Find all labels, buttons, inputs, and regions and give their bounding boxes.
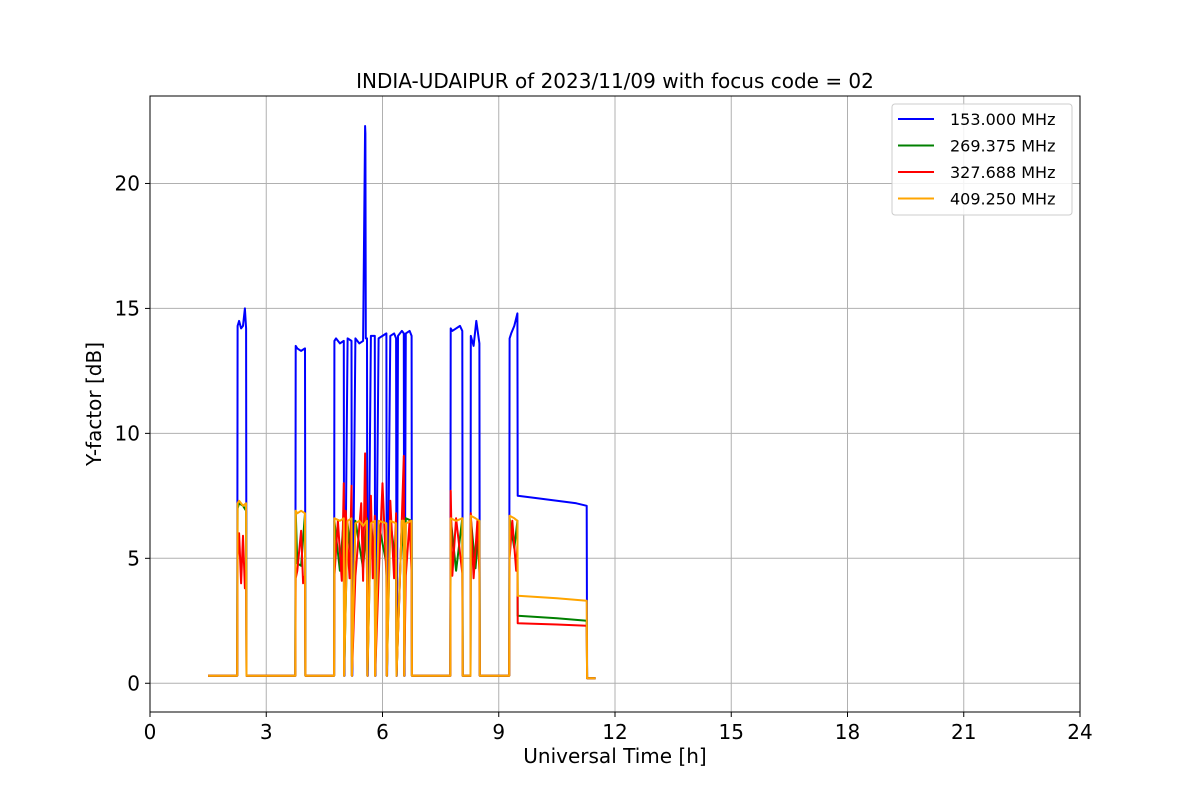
y-tick-label: 15: [115, 296, 140, 320]
legend-label: 327.688 MHz: [950, 163, 1055, 182]
legend-label: 269.375 MHz: [950, 137, 1055, 156]
legend-label: 153.000 MHz: [950, 110, 1055, 129]
x-tick-label: 0: [144, 720, 157, 744]
x-axis: 0 3 6 9 12 15 18 21 24: [144, 712, 1093, 744]
x-tick-label: 21: [951, 720, 976, 744]
y-tick-label: 0: [127, 671, 140, 695]
series-line-2: [208, 452, 596, 680]
legend-box: [891, 103, 1073, 216]
x-tick-label: 24: [1067, 720, 1092, 744]
y-axis: 0 5 10 15 20: [115, 171, 150, 695]
x-tick-label: 15: [719, 720, 744, 744]
series-line-3: [208, 499, 596, 680]
x-tick-label: 9: [492, 720, 505, 744]
x-tick-label: 6: [376, 720, 389, 744]
x-tick-label: 3: [260, 720, 273, 744]
y-tick-label: 20: [115, 171, 140, 195]
x-axis-label: Universal Time [h]: [523, 744, 706, 768]
legend: 153.000 MHz 269.375 MHz 327.688 MHz 409.250…: [891, 103, 1073, 216]
series-group: [208, 125, 596, 680]
series-line-0: [208, 125, 596, 680]
y-axis-label: Y-factor [dB]: [82, 342, 106, 467]
legend-label: 409.250 MHz: [950, 190, 1055, 209]
chart-title: INDIA-UDAIPUR of 2023/11/09 with focus c…: [356, 69, 874, 93]
x-tick-label: 18: [835, 720, 860, 744]
y-tick-label: 5: [127, 546, 140, 570]
y-tick-label: 10: [115, 421, 140, 445]
x-tick-label: 12: [602, 720, 627, 744]
